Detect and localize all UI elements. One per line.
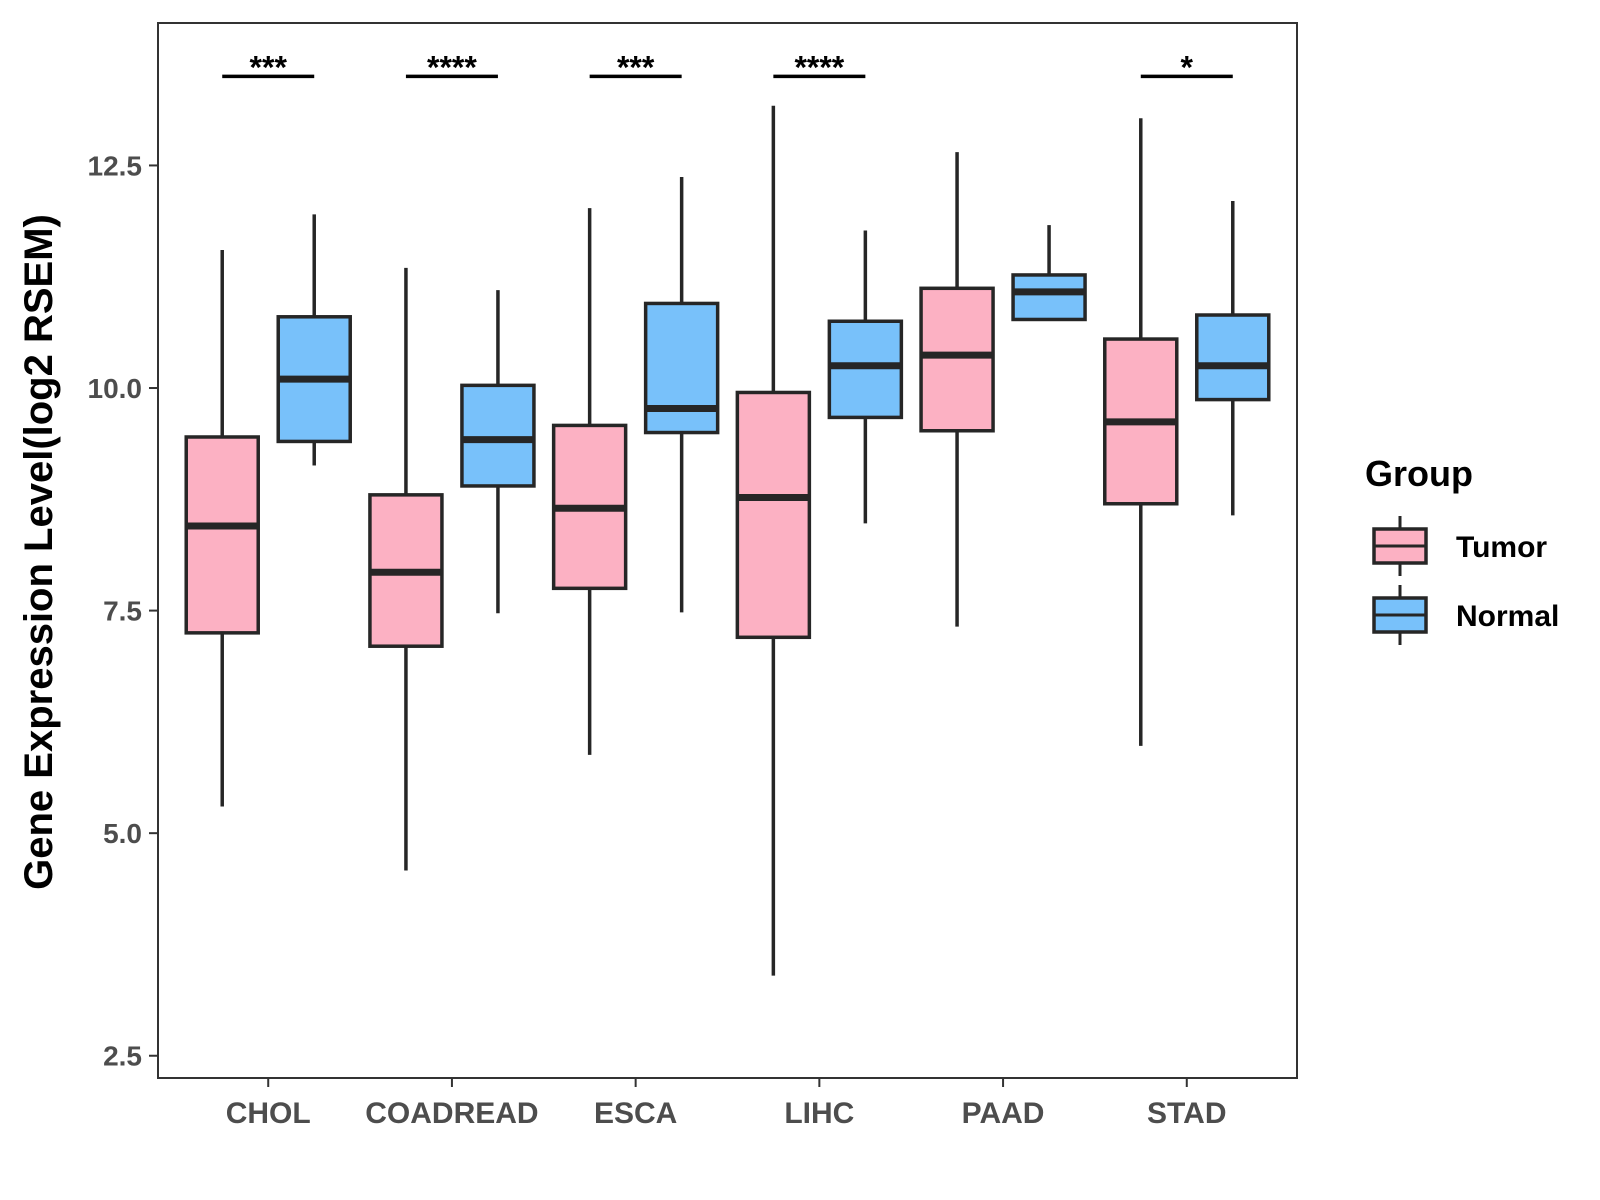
box-body <box>1195 313 1271 402</box>
box-normal-lihc <box>827 230 904 524</box>
x-tick-label: ESCA <box>594 1097 677 1130</box>
box-body <box>919 286 995 433</box>
box-normal-esca <box>643 177 720 613</box>
legend-label: Tumor <box>1456 531 1547 564</box>
box-tumor-paad <box>919 152 995 627</box>
plot-panel <box>157 22 1298 1079</box>
significance-label: *** <box>617 49 655 85</box>
y-tick-label: 5.0 <box>103 818 142 849</box>
y-tick-label: 7.5 <box>103 596 142 627</box>
x-tick-label: STAD <box>1147 1097 1226 1130</box>
box-body <box>735 390 812 640</box>
box-normal-stad <box>1195 201 1271 516</box>
legend-item-tumor: Tumor <box>1372 516 1547 576</box>
box-body <box>643 301 720 435</box>
box-normal-paad <box>1011 225 1087 322</box>
box-tumor-esca <box>551 208 628 755</box>
legend-title: Group <box>1365 453 1473 494</box>
box-normal-coadread <box>460 290 536 614</box>
y-tick-label: 12.5 <box>88 150 143 181</box>
box-tumor-stad <box>1103 118 1179 746</box>
box-body <box>827 319 904 420</box>
significance-label: **** <box>794 49 844 85</box>
significance-annotations: *** **** *** **** * <box>222 49 1233 85</box>
box-body <box>460 383 536 488</box>
box-tumor-coadread <box>368 267 444 871</box>
legend-item-normal: Normal <box>1372 585 1559 645</box>
significance-label: *** <box>250 49 288 85</box>
significance-label: * <box>1181 49 1194 85</box>
box-tumor-lihc <box>735 105 812 976</box>
boxes <box>184 105 1271 976</box>
box-body <box>184 435 260 635</box>
y-tick-label: 2.5 <box>103 1041 142 1072</box>
x-axis: CHOL COADREAD ESCA LIHC PAAD STAD <box>226 1078 1227 1130</box>
y-tick-label: 10.0 <box>88 373 143 404</box>
x-tick-label: PAAD <box>962 1097 1045 1130</box>
box-normal-chol <box>276 214 352 466</box>
significance-label: **** <box>427 49 477 85</box>
legend: Group Tumor Normal <box>1365 453 1559 645</box>
y-axis: 2.5 5.0 7.5 10.0 12.5 <box>88 150 158 1072</box>
x-tick-label: LIHC <box>784 1097 854 1130</box>
x-tick-label: COADREAD <box>365 1097 538 1130</box>
legend-label: Normal <box>1456 600 1559 633</box>
box-body <box>1011 273 1087 322</box>
y-axis-label: Gene Expression Level(log2 RSEM) <box>17 214 61 890</box>
x-tick-label: CHOL <box>226 1097 311 1130</box>
box-tumor-chol <box>184 250 260 807</box>
